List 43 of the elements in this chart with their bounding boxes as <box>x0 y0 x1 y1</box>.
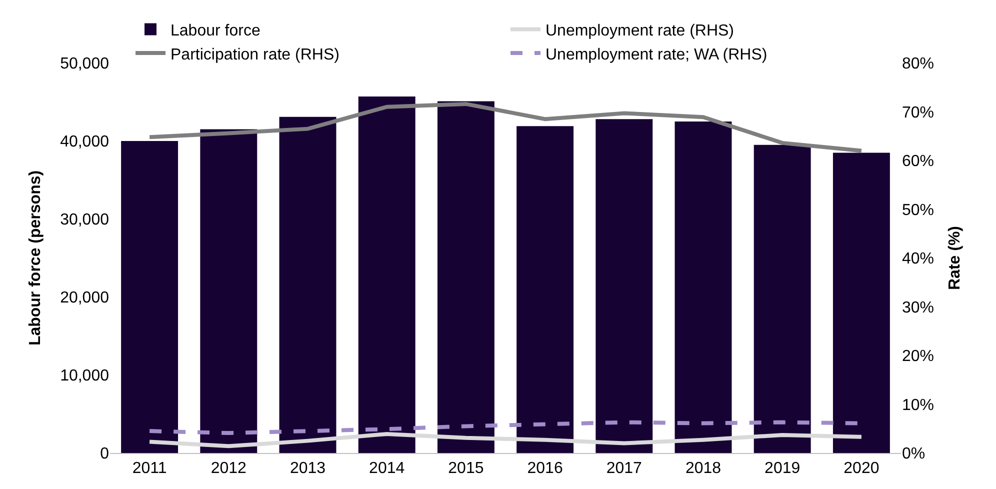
y-tick-label: 50,000 <box>60 56 110 73</box>
y2-tick-label: 60% <box>902 153 934 170</box>
bar <box>516 126 574 453</box>
x-tick-label: 2014 <box>369 460 405 478</box>
y-tick-label: 20,000 <box>60 290 110 307</box>
y2-tick-label: 10% <box>902 396 934 414</box>
legend-label: Unemployment rate; WA (RHS) <box>546 46 768 64</box>
y2-axis-title: Rate (%) <box>946 226 964 290</box>
bar <box>674 122 732 453</box>
line-series <box>148 102 864 153</box>
x-tick-label: 2017 <box>606 460 642 478</box>
x-tick-label: 2019 <box>764 460 800 478</box>
bar <box>200 129 258 453</box>
y-tick-label: 30,000 <box>60 212 110 229</box>
y2-tick-label: 20% <box>902 348 934 366</box>
y2-tick-label: 30% <box>902 299 934 316</box>
bar <box>754 144 811 453</box>
x-tick-label: 2013 <box>290 460 326 478</box>
bar <box>279 116 336 453</box>
legend-label: Participation rate (RHS) <box>170 46 340 64</box>
y2-tick-label: 70% <box>902 104 934 122</box>
y2-tick-label: 80% <box>902 56 934 73</box>
y-tick-label: 40,000 <box>60 134 110 151</box>
y2-tick-label: 50% <box>902 202 934 219</box>
bar <box>121 141 178 453</box>
x-tick-label: 2018 <box>685 460 722 478</box>
bar <box>596 119 653 453</box>
legend-label: Labour force <box>170 22 260 40</box>
legend-label: Unemployment rate (RHS) <box>546 22 734 40</box>
x-tick-label: 2011 <box>132 460 167 478</box>
bar <box>358 96 416 453</box>
y-tick-label: 0 <box>100 446 110 463</box>
y2-tick-label: 40% <box>902 250 934 268</box>
y-tick-label: 10,000 <box>60 368 110 385</box>
x-tick-label: 2016 <box>527 460 563 478</box>
line-series <box>148 432 864 448</box>
bar <box>437 101 494 453</box>
x-tick-label: 2012 <box>210 460 247 478</box>
x-tick-label: 2020 <box>844 460 880 478</box>
y2-tick-label: 0% <box>902 446 926 463</box>
x-tick-label: 2015 <box>448 460 484 478</box>
bar <box>832 152 890 453</box>
y-axis-title: Labour force (persons) <box>26 170 44 346</box>
